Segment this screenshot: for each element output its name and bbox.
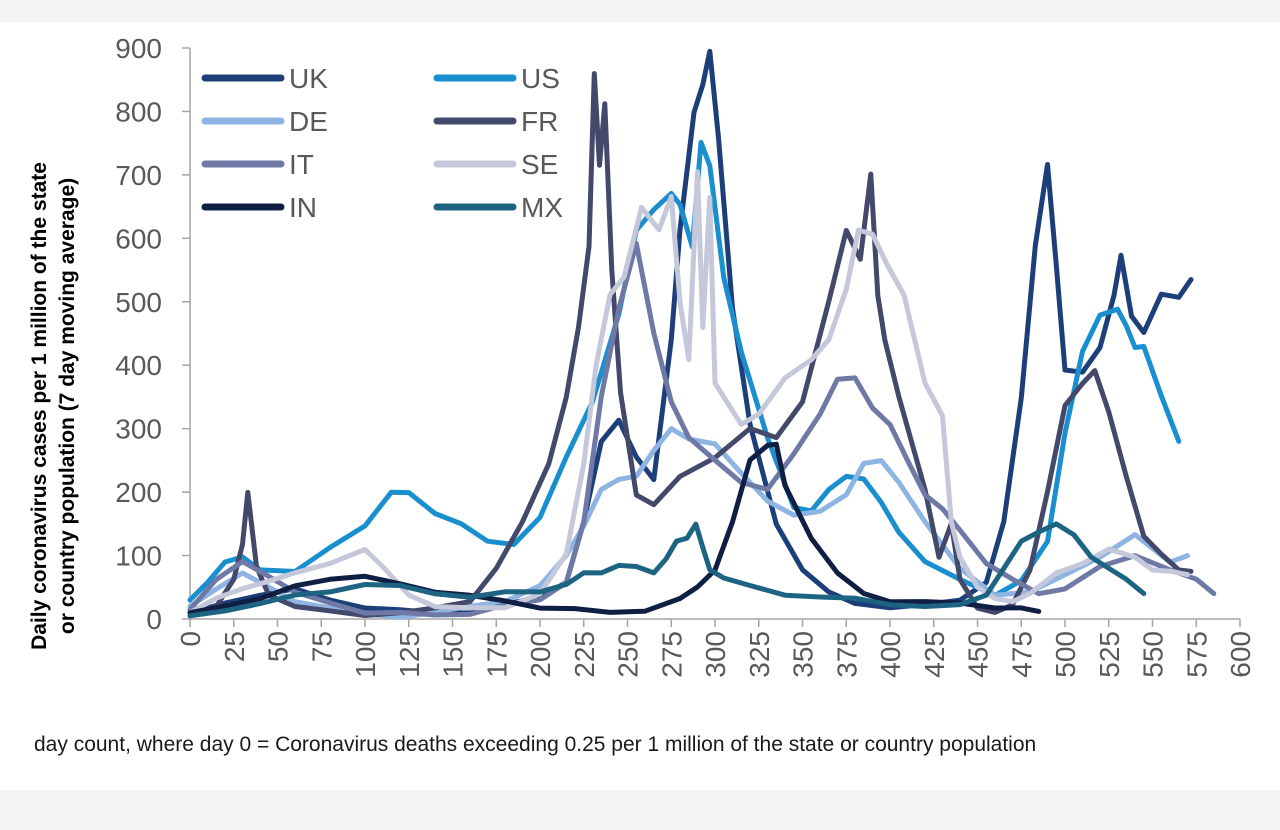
x-tick-label: 525	[1094, 631, 1125, 678]
x-tick-label: 125	[394, 631, 425, 678]
series-lines	[187, 48, 1217, 620]
line-chart: Daily coronavirus cases per 1 million of…	[28, 33, 1256, 678]
legend: UK US DE FR IT SE IN MX	[201, 63, 563, 223]
x-tick-label: 200	[525, 631, 556, 678]
x-tick-label: 100	[350, 631, 381, 678]
legend-label-uk: UK	[289, 63, 328, 94]
x-tick-label: 475	[1006, 631, 1037, 678]
x-tick-label: 425	[919, 631, 950, 678]
x-tick-label: 450	[963, 631, 994, 678]
x-tick-label: 25	[219, 631, 250, 662]
x-axis-ticks: 0 25 50 75 100 125 150 175 200 225 250 275 300 325 350…	[175, 619, 1256, 678]
y-tick-label: 400	[115, 350, 162, 381]
x-tick-label: 150	[438, 631, 469, 678]
y-tick-label: 100	[115, 541, 162, 572]
y-tick-label: 500	[115, 287, 162, 318]
y-axis-label: Daily coronavirus cases per 1 million of…	[28, 162, 79, 650]
y-axis-label-line-1: Daily coronavirus cases per 1 million of…	[28, 162, 51, 650]
y-tick-label: 900	[115, 33, 162, 64]
y-tick-label: 700	[115, 160, 162, 191]
series-line-se	[187, 169, 1190, 616]
y-tick-label: 600	[115, 223, 162, 254]
legend-label-it: IT	[289, 149, 314, 180]
x-tick-label: 400	[875, 631, 906, 678]
y-tick-label: 800	[115, 96, 162, 127]
x-tick-label: 175	[481, 631, 512, 678]
x-tick-label: 325	[744, 631, 775, 678]
legend-label-mx: MX	[521, 192, 563, 223]
x-tick-label: 600	[1225, 631, 1256, 678]
x-tick-label: 275	[656, 631, 687, 678]
x-tick-label: 75	[306, 631, 337, 662]
legend-label-de: DE	[289, 106, 328, 137]
y-tick-label: 300	[115, 414, 162, 445]
x-tick-label: 350	[788, 631, 819, 678]
chart-card: Daily coronavirus cases per 1 million of…	[0, 22, 1280, 790]
series-line-us	[187, 139, 1182, 603]
x-tick-label: 0	[175, 631, 206, 647]
legend-label-se: SE	[521, 149, 558, 180]
x-tick-label: 50	[263, 631, 294, 662]
x-tick-label: 575	[1181, 631, 1212, 678]
legend-label-fr: FR	[521, 106, 558, 137]
x-tick-label: 550	[1138, 631, 1169, 678]
y-axis-label-line-2: or country population (7 day moving aver…	[56, 178, 79, 634]
x-tick-label: 375	[831, 631, 862, 678]
x-axis-label: day count, where day 0 = Coronavirus dea…	[34, 733, 1037, 756]
series-line-in	[187, 441, 1042, 616]
series-line-mx	[187, 521, 1147, 619]
y-axis-ticks: 0 100 200 300 400 500 600 700 800 900	[115, 33, 190, 635]
x-tick-label: 500	[1050, 631, 1081, 678]
y-tick-label: 200	[115, 477, 162, 508]
x-tick-label: 225	[569, 631, 600, 678]
series-line-it	[187, 240, 1217, 618]
legend-label-in: IN	[289, 192, 317, 223]
y-tick-label: 0	[146, 604, 162, 635]
x-tick-label: 300	[700, 631, 731, 678]
legend-label-us: US	[521, 63, 560, 94]
x-tick-label: 250	[613, 631, 644, 678]
